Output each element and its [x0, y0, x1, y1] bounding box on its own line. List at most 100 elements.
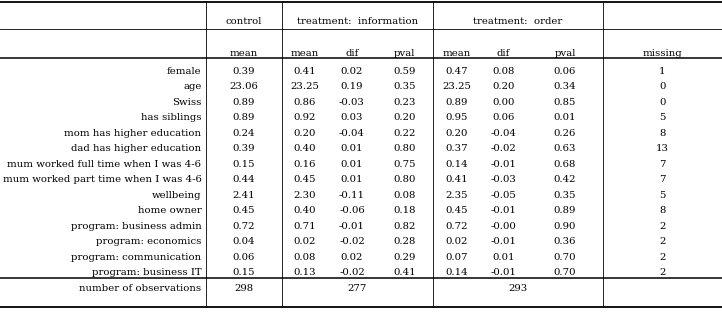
Text: 0.80: 0.80 [393, 144, 415, 153]
Text: -0.03: -0.03 [339, 98, 365, 107]
Text: 2: 2 [659, 268, 666, 277]
Text: 0.82: 0.82 [393, 222, 415, 231]
Text: 2: 2 [659, 222, 666, 231]
Text: 0.34: 0.34 [554, 82, 576, 91]
Text: mom has higher education: mom has higher education [64, 129, 201, 138]
Text: 0.18: 0.18 [393, 206, 416, 215]
Text: 0.08: 0.08 [294, 253, 316, 262]
Text: wellbeing: wellbeing [152, 191, 201, 200]
Text: 13: 13 [656, 144, 669, 153]
Text: 0.70: 0.70 [554, 268, 576, 277]
Text: 7: 7 [659, 160, 666, 169]
Text: dif: dif [497, 49, 510, 58]
Text: 0.13: 0.13 [294, 268, 316, 277]
Text: 0: 0 [659, 98, 666, 107]
Text: 7: 7 [659, 175, 666, 184]
Text: treatment:  order: treatment: order [474, 17, 562, 26]
Text: 0.39: 0.39 [232, 67, 255, 75]
Text: -0.06: -0.06 [339, 206, 365, 215]
Text: 0.00: 0.00 [492, 98, 515, 107]
Text: dad has higher education: dad has higher education [71, 144, 201, 153]
Text: -0.11: -0.11 [339, 191, 365, 200]
Text: 0.39: 0.39 [232, 144, 255, 153]
Text: Swiss: Swiss [172, 98, 201, 107]
Text: 5: 5 [659, 113, 666, 122]
Text: 0.68: 0.68 [554, 160, 576, 169]
Text: 0.01: 0.01 [492, 253, 515, 262]
Text: 0.89: 0.89 [232, 113, 255, 122]
Text: 0.89: 0.89 [232, 98, 255, 107]
Text: -0.02: -0.02 [491, 144, 516, 153]
Text: 5: 5 [659, 191, 666, 200]
Text: 0.06: 0.06 [492, 113, 515, 122]
Text: control: control [225, 17, 262, 26]
Text: 0.26: 0.26 [554, 129, 576, 138]
Text: 1: 1 [659, 67, 666, 75]
Text: program: business admin: program: business admin [71, 222, 201, 231]
Text: 0.47: 0.47 [445, 67, 468, 75]
Text: 0.23: 0.23 [393, 98, 416, 107]
Text: 0.86: 0.86 [294, 98, 316, 107]
Text: 0.89: 0.89 [554, 206, 576, 215]
Text: 2.41: 2.41 [232, 191, 255, 200]
Text: 0.35: 0.35 [554, 191, 576, 200]
Text: 0.45: 0.45 [445, 206, 468, 215]
Text: 0.15: 0.15 [232, 160, 255, 169]
Text: 0.42: 0.42 [554, 175, 576, 184]
Text: 0.95: 0.95 [445, 113, 468, 122]
Text: 0.70: 0.70 [554, 253, 576, 262]
Text: -0.01: -0.01 [491, 268, 516, 277]
Text: 0.20: 0.20 [492, 82, 515, 91]
Text: program: economics: program: economics [96, 237, 201, 246]
Text: 0.40: 0.40 [294, 206, 316, 215]
Text: 0.16: 0.16 [294, 160, 316, 169]
Text: 0.08: 0.08 [393, 191, 415, 200]
Text: 23.25: 23.25 [291, 82, 319, 91]
Text: 0.06: 0.06 [232, 253, 255, 262]
Text: home owner: home owner [138, 206, 201, 215]
Text: -0.01: -0.01 [491, 206, 516, 215]
Text: 0.72: 0.72 [232, 222, 255, 231]
Text: 0.06: 0.06 [554, 67, 576, 75]
Text: 23.25: 23.25 [443, 82, 471, 91]
Text: 0.90: 0.90 [554, 222, 576, 231]
Text: 0.75: 0.75 [393, 160, 416, 169]
Text: 0.07: 0.07 [445, 253, 468, 262]
Text: -0.01: -0.01 [491, 160, 516, 169]
Text: pval: pval [554, 49, 575, 58]
Text: 0.85: 0.85 [554, 98, 576, 107]
Text: -0.02: -0.02 [339, 268, 365, 277]
Text: -0.01: -0.01 [339, 222, 365, 231]
Text: mean: mean [291, 49, 319, 58]
Text: 0.14: 0.14 [445, 160, 468, 169]
Text: 2.35: 2.35 [445, 191, 468, 200]
Text: 0.20: 0.20 [445, 129, 468, 138]
Text: 0.45: 0.45 [294, 175, 316, 184]
Text: 0.44: 0.44 [232, 175, 255, 184]
Text: treatment:  information: treatment: information [297, 17, 418, 26]
Text: mum worked full time when I was 4-6: mum worked full time when I was 4-6 [7, 160, 201, 169]
Text: pval: pval [393, 49, 415, 58]
Text: 0.36: 0.36 [554, 237, 576, 246]
Text: -0.01: -0.01 [491, 237, 516, 246]
Text: 0.15: 0.15 [232, 268, 255, 277]
Text: 0.59: 0.59 [393, 67, 415, 75]
Text: -0.04: -0.04 [339, 129, 365, 138]
Text: -0.00: -0.00 [491, 222, 516, 231]
Text: mean: mean [230, 49, 258, 58]
Text: 0.63: 0.63 [554, 144, 576, 153]
Text: mum worked part time when I was 4-6: mum worked part time when I was 4-6 [3, 175, 201, 184]
Text: 2: 2 [659, 253, 666, 262]
Text: 2: 2 [659, 237, 666, 246]
Text: 0.14: 0.14 [445, 268, 468, 277]
Text: 23.06: 23.06 [230, 82, 258, 91]
Text: -0.04: -0.04 [491, 129, 516, 138]
Text: 0.45: 0.45 [232, 206, 255, 215]
Text: program: communication: program: communication [71, 253, 201, 262]
Text: 0.40: 0.40 [294, 144, 316, 153]
Text: 0.20: 0.20 [393, 113, 415, 122]
Text: age: age [183, 82, 201, 91]
Text: 277: 277 [348, 284, 367, 293]
Text: 0.04: 0.04 [232, 237, 255, 246]
Text: 0.08: 0.08 [492, 67, 515, 75]
